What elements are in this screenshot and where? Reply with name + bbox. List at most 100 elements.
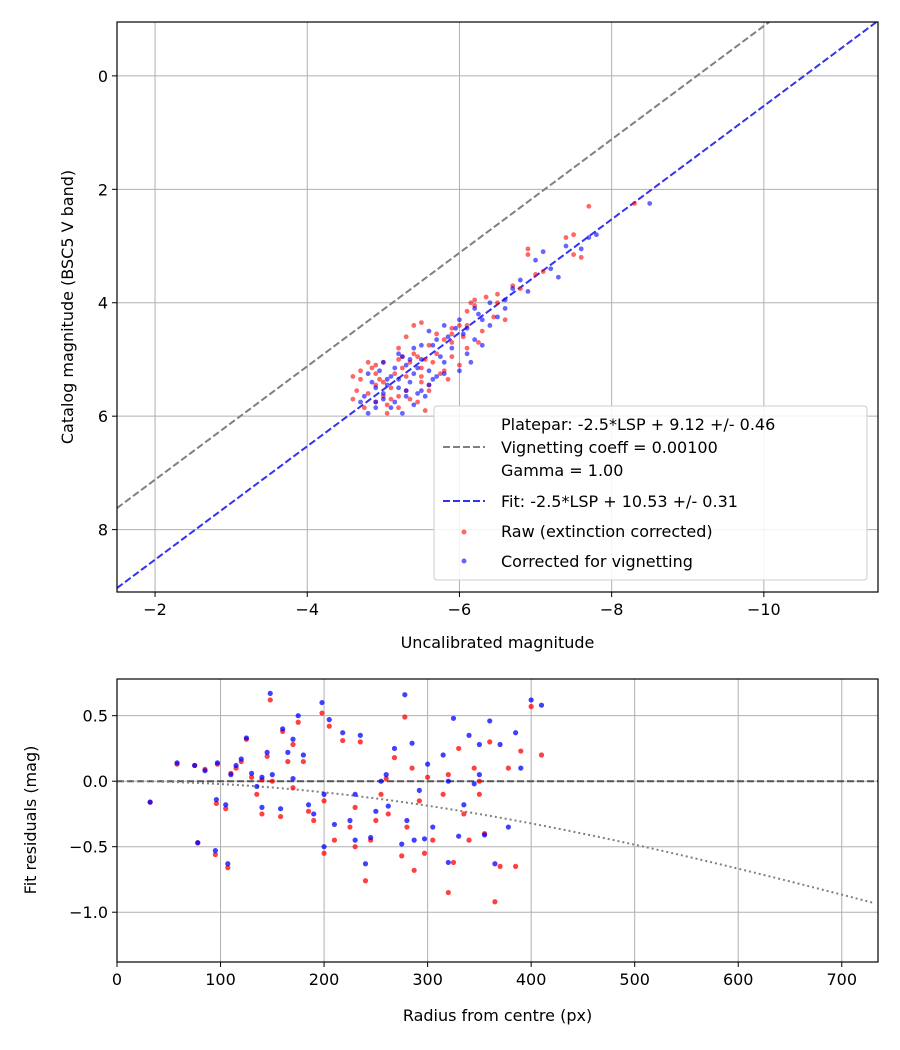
- y-tick-label: 0.0: [83, 772, 108, 791]
- corrected-point: [285, 749, 291, 755]
- raw-point: [358, 368, 363, 374]
- corrected-point: [426, 382, 432, 388]
- corrected-point: [411, 345, 417, 351]
- corrected-point: [202, 768, 208, 774]
- raw-point: [518, 748, 524, 754]
- raw-point: [369, 365, 375, 371]
- raw-point: [457, 362, 462, 368]
- legend-platepar-line1: Platepar: -2.5*LSP + 9.12 +/- 0.46: [501, 415, 775, 434]
- raw-point: [445, 772, 451, 778]
- corrected-point: [380, 391, 386, 396]
- residuals-y-ticks: 0.5 0.0 −0.5 −1.0: [69, 707, 117, 922]
- raw-point: [525, 252, 531, 257]
- raw-point: [456, 745, 462, 752]
- raw-point: [461, 811, 467, 817]
- corrected-point: [441, 359, 447, 365]
- corrected-point: [213, 796, 219, 803]
- corrected-point: [419, 357, 424, 362]
- raw-point: [533, 271, 538, 277]
- corrected-point: [487, 718, 493, 724]
- x-tick-label: 0: [112, 970, 122, 989]
- raw-point: [254, 791, 260, 797]
- corrected-point: [457, 368, 462, 374]
- raw-point: [426, 342, 432, 348]
- raw-point: [571, 252, 576, 257]
- corrected-point: [388, 374, 394, 379]
- raw-point: [464, 345, 470, 351]
- raw-point: [388, 396, 394, 402]
- raw-point: [479, 328, 485, 334]
- corrected-point: [311, 811, 317, 817]
- x-tick-label: −8: [600, 600, 624, 619]
- raw-point: [528, 703, 534, 710]
- x-tick-label: 100: [205, 970, 236, 989]
- raw-point: [378, 791, 384, 797]
- corrected-point: [449, 345, 455, 351]
- x-tick-label: −10: [747, 600, 781, 619]
- y-tick-label: 4: [98, 294, 108, 313]
- corrected-point: [319, 699, 325, 706]
- raw-point: [340, 737, 346, 744]
- y-tick-label: −0.5: [69, 838, 108, 857]
- corrected-point: [384, 382, 390, 388]
- raw-point: [415, 354, 420, 360]
- residuals-x-ticks: 0 100 200 300 400 500 600 700: [112, 962, 857, 989]
- raw-point: [269, 778, 275, 784]
- corrected-point: [456, 833, 462, 839]
- corrected-point: [300, 752, 306, 758]
- corrected-point: [365, 371, 371, 377]
- corrected-point: [357, 732, 363, 738]
- corrected-point: [411, 402, 417, 408]
- raw-point: [409, 765, 415, 771]
- corrected-point: [305, 802, 312, 808]
- corrected-point: [290, 775, 296, 782]
- corrected-point: [453, 325, 459, 331]
- raw-point: [264, 753, 270, 759]
- corrected-point: [445, 859, 451, 866]
- raw-point: [347, 824, 353, 830]
- raw-point: [525, 246, 531, 252]
- corrected-point: [517, 277, 523, 283]
- raw-point: [290, 785, 296, 791]
- y-tick-label: 2: [98, 180, 108, 199]
- raw-point: [380, 379, 386, 385]
- raw-point: [267, 697, 273, 703]
- raw-point: [213, 800, 219, 807]
- corrected-point: [419, 342, 424, 348]
- corrected-point: [396, 351, 401, 357]
- corrected-point: [223, 802, 229, 808]
- platepar-line: [117, 22, 771, 509]
- raw-point: [430, 837, 436, 843]
- raw-point: [399, 853, 405, 859]
- raw-point: [396, 393, 401, 399]
- corrected-point: [269, 772, 275, 778]
- corrected-point: [505, 824, 511, 830]
- corrected-point: [438, 354, 443, 360]
- raw-point: [476, 340, 481, 345]
- raw-point: [354, 388, 360, 394]
- legend-box: [433, 405, 868, 581]
- raw-point: [492, 899, 498, 905]
- corrected-point: [421, 836, 428, 842]
- corrected-point: [264, 749, 270, 755]
- corrected-point: [365, 410, 371, 416]
- x-tick-label: 200: [309, 970, 340, 989]
- raw-point: [421, 850, 428, 856]
- x-tick-label: 300: [412, 970, 443, 989]
- raw-point: [411, 351, 417, 357]
- x-tick-label: −2: [143, 600, 167, 619]
- raw-point: [223, 806, 229, 812]
- raw-point: [391, 755, 398, 761]
- corrected-point: [238, 756, 244, 762]
- raw-point: [396, 345, 401, 351]
- corrected-point: [384, 376, 390, 382]
- raw-point: [403, 374, 409, 379]
- raw-point: [396, 405, 401, 411]
- raw-point: [415, 399, 420, 405]
- corrected-point: [528, 697, 534, 703]
- raw-point: [384, 410, 390, 416]
- corrected-point: [472, 306, 478, 311]
- raw-point: [495, 300, 500, 306]
- raw-point: [464, 308, 470, 314]
